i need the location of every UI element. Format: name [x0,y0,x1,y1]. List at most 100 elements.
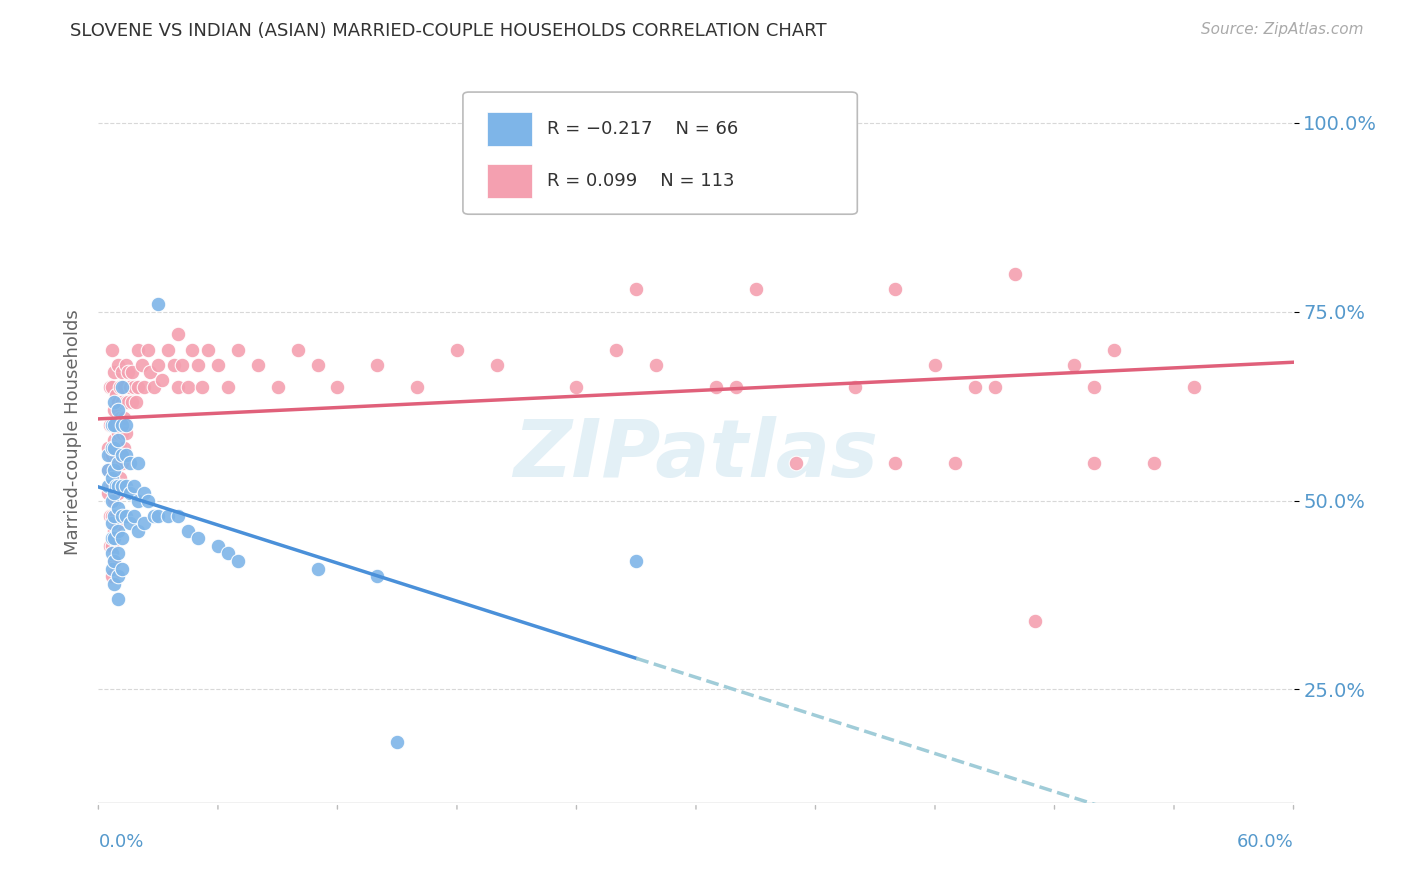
Point [103,365,125,379]
Point [112,380,135,394]
Point [103,524,125,538]
Point [103,554,125,568]
Point [150,373,173,387]
Point [97,478,120,492]
Point [172,358,194,372]
Point [111,395,134,409]
Point [111,365,134,379]
Point [107,591,129,606]
Point [127,380,149,394]
Text: SLOVENE VS INDIAN (ASIAN) MARRIED-COUPLE HOUSEHOLDS CORRELATION CHART: SLOVENE VS INDIAN (ASIAN) MARRIED-COUPLE… [70,22,827,40]
Point [207,358,229,372]
Point [103,463,125,477]
Point [121,395,143,409]
Point [143,508,166,523]
Point [101,532,124,546]
Point [197,343,219,357]
Point [111,561,134,575]
Point [101,569,124,583]
Point [148,297,170,311]
Point [103,418,125,433]
Point [136,343,159,357]
Point [217,547,239,561]
Point [167,380,190,394]
Point [101,343,124,357]
Point [115,418,138,433]
Point [884,456,907,470]
Text: 0.0%: 0.0% [98,833,143,851]
Point [107,569,129,583]
Point [105,418,128,433]
Point [101,471,124,485]
Point [167,327,190,342]
Point [98,448,122,462]
Point [148,508,170,523]
Point [406,380,429,394]
Point [626,554,648,568]
Point [177,380,200,394]
Point [134,486,156,500]
Point [307,358,329,372]
Point [98,478,122,492]
Point [101,547,124,561]
Point [107,358,129,372]
Point [103,463,125,477]
Point [111,425,134,440]
FancyBboxPatch shape [463,92,858,214]
Point [645,358,668,372]
Point [124,478,146,492]
Point [105,508,128,523]
Point [111,380,134,394]
Point [97,463,120,477]
Point [963,380,986,394]
Point [217,380,239,394]
Point [97,486,120,500]
Point [111,448,134,462]
Point [1143,456,1166,470]
Point [112,441,135,455]
Point [745,282,768,296]
Point [103,486,125,500]
Point [110,471,132,485]
Point [103,493,125,508]
Point [246,358,269,372]
Point [131,358,153,372]
Point [101,478,124,492]
Point [157,343,180,357]
Point [115,478,138,492]
Point [103,395,125,409]
Point [984,380,1007,394]
Point [326,380,349,394]
Point [101,418,124,433]
Point [103,508,125,523]
Point [704,380,727,394]
Point [105,388,128,402]
Point [157,508,180,523]
Text: 60.0%: 60.0% [1237,833,1294,851]
Point [117,395,139,409]
Point [111,478,134,492]
Point [103,576,125,591]
Point [307,561,329,575]
Point [98,418,122,433]
Point [97,463,120,477]
Point [103,532,125,546]
Text: ZIPatlas: ZIPatlas [513,416,879,494]
Point [181,343,204,357]
Point [1083,456,1105,470]
Point [804,177,827,191]
Point [107,516,129,531]
Text: Source: ZipAtlas.com: Source: ZipAtlas.com [1201,22,1364,37]
Point [105,478,128,492]
Point [226,343,249,357]
Point [148,358,170,372]
FancyBboxPatch shape [486,164,533,197]
Point [98,539,122,553]
Point [98,508,122,523]
Point [187,532,209,546]
Point [103,554,125,568]
Point [111,532,134,546]
Point [120,380,142,394]
Point [191,380,214,394]
Point [167,508,190,523]
